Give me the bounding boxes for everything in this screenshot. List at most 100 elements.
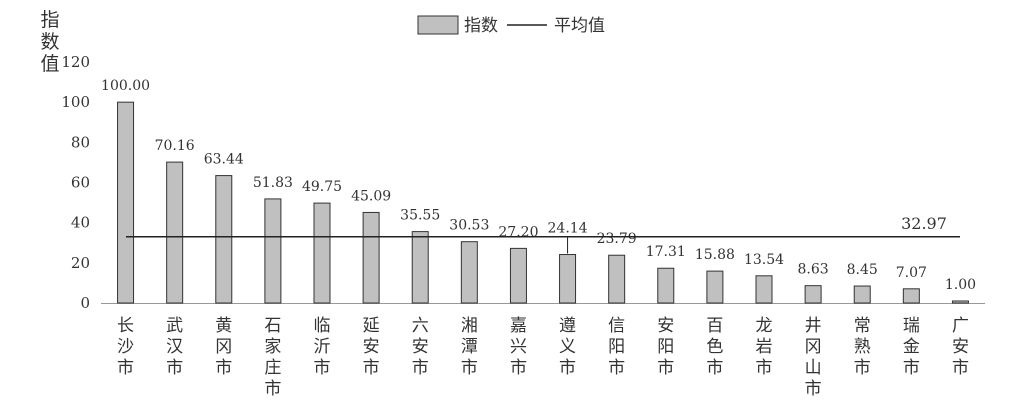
y-axis-title-char: 指 — [40, 9, 59, 31]
category-label-char: 冈 — [215, 337, 232, 357]
y-tick-label: 80 — [71, 133, 90, 151]
data-label: 13.54 — [744, 252, 784, 268]
category-label-char: 嘉 — [510, 316, 527, 336]
data-label: 51.83 — [253, 175, 293, 191]
category-label-char: 义 — [559, 337, 576, 357]
bar — [706, 270, 724, 304]
data-label: 27.20 — [498, 224, 538, 240]
y-tick-label: 40 — [71, 214, 90, 232]
y-tick-label: 100 — [61, 93, 90, 111]
legend-bar-label: 指数 — [464, 16, 498, 36]
category-label-char: 市 — [657, 358, 674, 378]
y-axis-title-char: 值 — [40, 53, 59, 75]
y-axis-title-char: 数 — [40, 31, 59, 53]
bar — [559, 254, 577, 304]
category-label-char: 市 — [412, 358, 429, 378]
category-label-char: 阳 — [657, 337, 674, 357]
category-label-char: 长 — [117, 316, 134, 336]
category-label-char: 湘 — [461, 316, 478, 336]
data-label: 45.09 — [351, 188, 391, 204]
data-label: 30.53 — [449, 218, 489, 234]
data-label: 8.45 — [847, 262, 878, 278]
category-label-char: 常 — [854, 316, 871, 336]
y-tick-label: 20 — [71, 254, 90, 272]
category-label-char: 市 — [314, 358, 331, 378]
category-label-char: 石 — [264, 316, 281, 336]
bar — [362, 211, 380, 304]
category-label-char: 色 — [706, 337, 723, 357]
bar — [608, 254, 626, 304]
category-label-char: 市 — [952, 358, 969, 378]
category-label-char: 家 — [264, 337, 281, 357]
category-label-char: 市 — [559, 358, 576, 378]
category-label-char: 岩 — [756, 337, 773, 357]
category-label-char: 安 — [363, 337, 380, 357]
category-label-char: 市 — [363, 358, 380, 378]
category-label-char: 市 — [805, 379, 822, 399]
y-axis-title: 指数值 — [40, 9, 59, 75]
legend-bar-swatch — [417, 15, 459, 35]
y-tick-label: 120 — [61, 53, 90, 71]
bar — [657, 267, 675, 304]
y-tick-labels: 0 20 40 60 80 100 120 — [61, 53, 90, 312]
category-label-char: 安 — [952, 337, 969, 357]
category-label-char: 市 — [608, 358, 625, 378]
category-label-char: 阳 — [608, 337, 625, 357]
category-label-char: 井 — [805, 316, 822, 336]
bar — [411, 231, 429, 304]
category-label-char: 冈 — [805, 337, 822, 357]
y-tick-label: 60 — [71, 174, 90, 192]
data-label: 1.00 — [945, 277, 976, 293]
bar — [264, 198, 282, 304]
category-label-char: 汉 — [166, 337, 183, 357]
data-labels: 100.00 70.16 63.44 51.83 49.75 45.09 35.55 30.5… — [101, 78, 976, 293]
bar — [853, 285, 871, 304]
category-label-char: 市 — [117, 358, 134, 378]
category-label-char: 市 — [264, 379, 281, 399]
category-label-char: 百 — [706, 316, 723, 336]
legend-line-label: 平均值 — [554, 16, 605, 36]
bar — [166, 161, 184, 304]
category-label-char: 安 — [412, 337, 429, 357]
category-label-char: 安 — [657, 316, 674, 336]
legend: 指数 平均值 — [417, 15, 605, 36]
category-label-char: 市 — [903, 358, 920, 378]
data-label: 17.31 — [646, 244, 686, 260]
category-label-char: 市 — [854, 358, 871, 378]
bar — [755, 275, 773, 304]
category-label-char: 黄 — [215, 316, 232, 336]
category-label-char: 市 — [706, 358, 723, 378]
category-label-char: 金 — [903, 337, 920, 357]
data-label: 100.00 — [101, 78, 150, 94]
category-labels: 长沙市武汉市黄冈市石家庄市临沂市延安市六安市湘潭市嘉兴市遵义市信阳市安阳市百色市… — [117, 316, 969, 399]
category-label-char: 龙 — [756, 316, 773, 336]
data-label: 49.75 — [302, 179, 342, 195]
bar — [117, 101, 135, 304]
category-label-char: 延 — [363, 316, 380, 336]
category-label-char: 沙 — [117, 337, 134, 357]
category-label-char: 广 — [952, 316, 969, 336]
bar — [460, 241, 478, 304]
data-label: 24.14 — [548, 221, 588, 237]
category-label-char: 熟 — [854, 336, 871, 357]
category-label-char: 庄 — [264, 358, 281, 378]
data-label: 70.16 — [155, 138, 195, 154]
data-label: 7.07 — [896, 265, 927, 281]
bar — [509, 247, 527, 304]
category-label-char: 山 — [805, 358, 822, 378]
category-label-char: 遵 — [559, 316, 576, 336]
category-label-char: 六 — [412, 316, 429, 336]
category-label-char: 市 — [510, 358, 527, 378]
bar — [804, 285, 822, 304]
data-label: 23.79 — [597, 231, 637, 247]
data-label: 63.44 — [204, 152, 244, 168]
category-label-char: 沂 — [314, 337, 331, 357]
category-label-char: 市 — [166, 358, 183, 378]
bar — [951, 300, 969, 304]
bar — [215, 175, 233, 304]
bars — [117, 101, 969, 304]
category-label-char: 信 — [608, 316, 625, 336]
data-label: 15.88 — [695, 247, 735, 263]
y-tick-label: 0 — [80, 294, 90, 312]
